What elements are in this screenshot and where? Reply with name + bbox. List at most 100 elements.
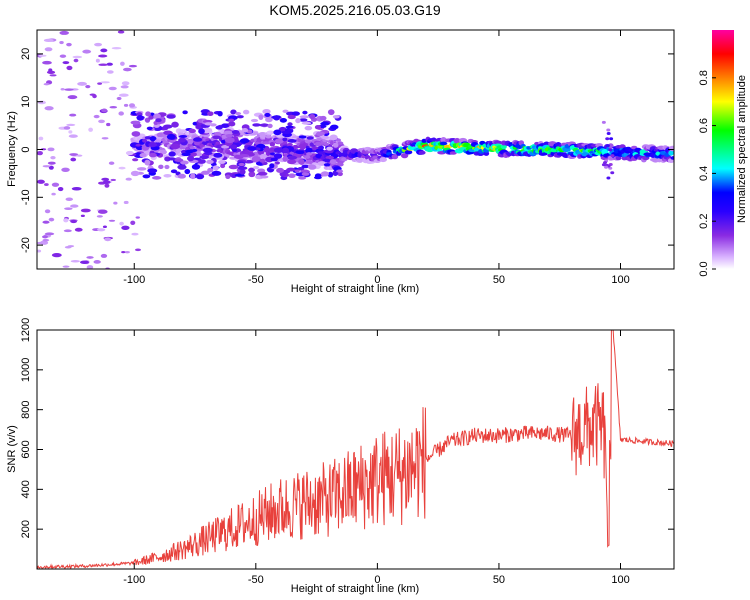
spectrogram-cell — [88, 127, 93, 132]
spectrogram-cell — [273, 147, 284, 153]
snr-y-label: SNR (v/v) — [6, 425, 18, 473]
spectrogram-cell — [440, 137, 447, 143]
spectrogram-cell — [93, 260, 101, 264]
spectrogram-cell — [404, 150, 413, 155]
spectrogram-cell — [136, 167, 147, 171]
spectrogram-cells — [37, 30, 674, 269]
spectrogram-cell — [80, 214, 85, 217]
spectrogram-cell — [86, 265, 94, 269]
spectrogram-cell — [47, 147, 55, 152]
spectrogram-cell — [206, 159, 214, 165]
spectrogram-cell — [51, 252, 62, 258]
spectrogram-cell — [37, 241, 43, 245]
spectrogram-cell — [42, 220, 50, 224]
spectrogram-cell — [379, 157, 387, 163]
spectrogram-cell — [164, 156, 171, 162]
spectrogram-cell — [64, 246, 72, 249]
x-tick-label: 50 — [493, 574, 505, 586]
spectrogram-cell — [130, 170, 140, 177]
spectrogram-cell — [204, 122, 213, 126]
snr-panel: -100 -50 0 50 100 200 400 600 800 1000 1200 Heigh… — [6, 318, 675, 595]
spectrogram-cell — [247, 146, 257, 151]
colorbar-tick-label: 0.0 — [698, 261, 710, 276]
spectrogram-cell — [177, 164, 187, 170]
spectrogram-cell — [301, 121, 312, 125]
spectrogram-cell — [131, 131, 141, 137]
snr-plot-area — [37, 330, 674, 569]
spectrogram-cell — [326, 146, 333, 151]
spectrogram-cell — [258, 114, 264, 120]
spectrogram-cell — [189, 146, 195, 150]
spectrogram-cell — [77, 81, 87, 86]
spectrogram-cell — [123, 103, 129, 107]
spectrogram-cell — [61, 167, 70, 172]
spectrogram-cell — [146, 126, 153, 131]
spectrogram-cell — [202, 147, 213, 153]
spectrogram-cell — [50, 156, 56, 160]
spectrogram-cell — [94, 42, 102, 47]
spectrogram-cell — [142, 138, 148, 143]
spectrogram-cell — [211, 170, 222, 176]
spectrogram-cell — [228, 118, 235, 122]
spectrogram-cell — [298, 135, 307, 139]
spectrogram-cell — [178, 129, 188, 133]
spectrogram-cell — [145, 111, 151, 117]
y-tick-label: 20 — [20, 48, 32, 60]
spectrogram-cell — [101, 108, 108, 113]
spectrogram-cell — [163, 124, 173, 129]
spectrogram-cell — [298, 158, 305, 165]
spectrogram-cell — [606, 132, 611, 136]
spectrogram-cell — [228, 164, 239, 170]
spectrogram-cell — [70, 204, 79, 208]
spectrogram-cell — [453, 138, 461, 144]
spectrogram-y-label: Frequency (Hz) — [6, 111, 18, 187]
spectrogram-cell — [298, 143, 307, 150]
spectrogram-cell — [149, 152, 157, 158]
spectrogram-cell — [341, 157, 348, 162]
spectrogram-cell — [213, 152, 223, 158]
spectrogram-cell — [118, 166, 126, 170]
spectrogram-cell — [252, 123, 261, 127]
spectrogram-cell — [144, 159, 151, 166]
colorbar-tick-label: 0.8 — [698, 70, 710, 85]
spectrogram-cell — [330, 124, 339, 130]
spectrogram-cell — [281, 130, 292, 134]
spectrogram-cell — [207, 111, 214, 117]
y-tick-label: -10 — [20, 189, 32, 205]
spectrogram-cell — [119, 221, 124, 226]
spectrogram-cell — [273, 115, 280, 121]
spectrogram-cell — [38, 54, 47, 57]
spectrogram-cell — [70, 259, 80, 263]
spectrogram-cell — [220, 163, 226, 169]
spectrogram-cell — [287, 122, 293, 126]
spectrogram-cell — [212, 135, 221, 140]
spectrogram-cell — [66, 123, 76, 127]
spectrogram-cell — [65, 197, 74, 202]
figure-title: KOM5.2025.216.05.03.G19 — [269, 2, 440, 18]
spectrogram-cell — [610, 171, 615, 175]
spectrogram-cell — [263, 148, 270, 153]
spectrogram-cell — [251, 156, 261, 163]
spectrogram-cell — [601, 163, 606, 167]
spectrogram-cell — [121, 225, 130, 230]
spectrogram-cell — [269, 163, 275, 169]
spectrogram-cell — [152, 176, 162, 180]
spectrogram-cell — [121, 81, 130, 86]
spectrogram-cell — [47, 161, 56, 165]
spectrogram-cell — [63, 126, 71, 130]
spectrogram-cell — [136, 114, 144, 121]
spectrogram-cell — [63, 218, 69, 223]
spectrogram-cell — [51, 182, 60, 187]
spectrogram-cell — [668, 150, 674, 156]
spectrogram-cell — [299, 115, 310, 119]
spectrogram-cell — [62, 265, 70, 268]
spectrogram-cell — [86, 256, 94, 259]
spectrogram-cell — [332, 142, 339, 148]
y-tick-label: 10 — [20, 96, 32, 108]
spectrogram-cell — [155, 118, 162, 123]
spectrogram-cell — [327, 171, 334, 178]
spectrogram-cell — [286, 167, 296, 172]
spectrogram-cell — [67, 95, 78, 100]
spectrogram-cell — [153, 113, 161, 120]
